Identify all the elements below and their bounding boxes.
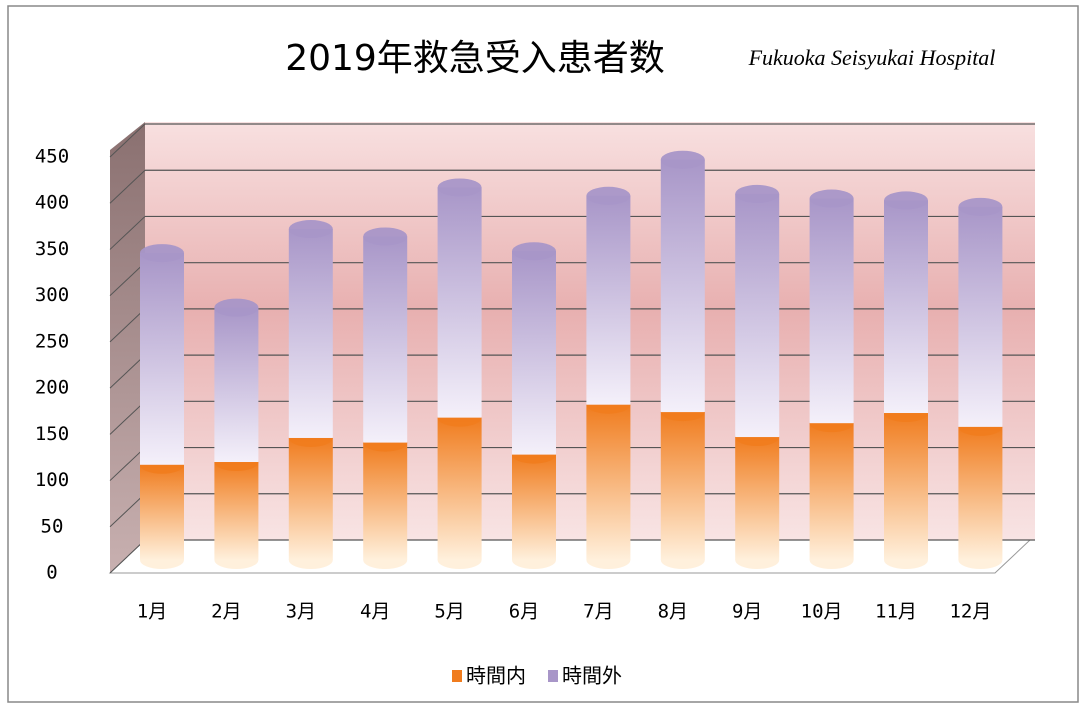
bar [884, 200, 928, 414]
bar [214, 462, 259, 560]
x-tick-label: 8月 [658, 601, 688, 623]
bar [809, 198, 854, 424]
bar-top [809, 189, 854, 208]
grid-line-side [109, 400, 146, 435]
chart-subtitle: Fukuoka Seisyukai Hospital [748, 45, 996, 70]
legend-label: 時間内 [466, 664, 526, 688]
bar [437, 187, 482, 418]
x-tick-label: 12月 [949, 601, 991, 623]
x-tick-label: 5月 [434, 601, 464, 623]
grid-line-side [109, 308, 146, 343]
bar [586, 195, 631, 405]
bar-top [214, 298, 259, 317]
bar [958, 426, 1003, 560]
y-tick-label: 150 [35, 423, 69, 445]
bar-top [735, 184, 780, 203]
x-tick-label: 6月 [509, 601, 539, 623]
bar [363, 236, 408, 443]
bar [512, 454, 556, 560]
bar [140, 464, 184, 560]
grid-line-side [109, 123, 146, 158]
x-tick-label: 7月 [583, 601, 613, 623]
y-tick-label: 450 [35, 146, 69, 168]
grid-line-side [109, 262, 146, 297]
bar [288, 437, 333, 560]
bar [660, 412, 705, 560]
bar [363, 442, 408, 560]
grid-line-side [109, 169, 146, 204]
bar [586, 404, 631, 560]
y-tick-label: 200 [35, 377, 69, 399]
grid-line-side [109, 539, 146, 574]
chart-title: 2019年救急受入患者数 [285, 38, 665, 79]
bar [735, 193, 780, 438]
grid-line-side [109, 447, 146, 481]
legend-swatch [452, 670, 462, 682]
bar [884, 413, 928, 560]
legend-swatch [548, 670, 558, 682]
x-tick-label: 3月 [286, 601, 316, 623]
x-tick-label: 11月 [875, 601, 917, 623]
y-tick-label: 50 [41, 515, 64, 537]
grid-line-side [109, 354, 146, 389]
grid-line-side [109, 216, 146, 250]
bar [437, 417, 482, 560]
bar-top [884, 191, 928, 210]
bar [958, 206, 1003, 427]
y-tick-label: 350 [35, 238, 69, 260]
x-tick-label: 9月 [732, 601, 762, 623]
x-tick-label: 1月 [137, 601, 167, 623]
bar-top [437, 178, 482, 197]
y-tick-label: 400 [35, 192, 69, 214]
bar-top [140, 244, 184, 263]
bar [214, 307, 259, 463]
bar-top [586, 186, 631, 205]
bar-top [288, 220, 333, 239]
bar [140, 253, 184, 465]
bar [809, 423, 854, 560]
bar-top [660, 150, 705, 169]
x-tick-label: 4月 [360, 601, 390, 623]
side-wall [110, 122, 145, 573]
bar [288, 229, 333, 438]
bar [735, 437, 780, 560]
y-tick-label: 0 [46, 562, 57, 584]
y-tick-label: 100 [35, 469, 69, 491]
legend-label: 時間外 [562, 664, 622, 688]
bar [660, 159, 705, 413]
x-tick-label: 2月 [211, 601, 241, 623]
y-tick-label: 300 [35, 284, 69, 306]
bar-top [958, 197, 1003, 216]
grid-line-side [109, 493, 146, 528]
x-tick-label: 10月 [801, 601, 843, 623]
y-tick-label: 250 [35, 330, 69, 352]
bar-top [363, 227, 408, 246]
bar [512, 251, 556, 455]
bar-top [512, 242, 556, 261]
